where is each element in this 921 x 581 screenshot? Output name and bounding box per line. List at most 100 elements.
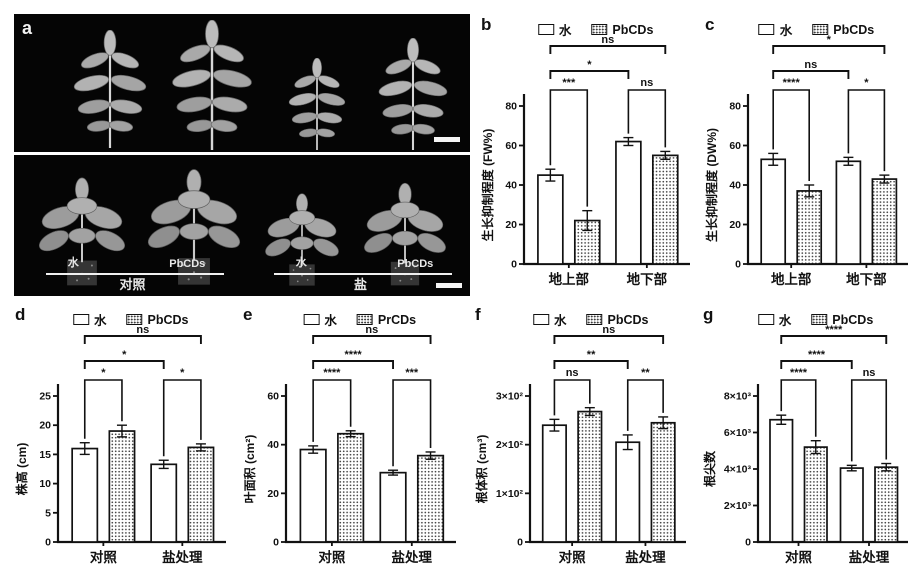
pair-significance-bracket xyxy=(549,89,589,207)
bar-水-盐处理 xyxy=(615,441,641,543)
category-label: 地上部 xyxy=(771,271,812,287)
y-tick-label: 1×10² xyxy=(496,488,524,500)
y-tick-label: 2×10³ xyxy=(724,500,752,512)
legend: 水 PbCDs xyxy=(758,20,875,39)
category-label: 对照 xyxy=(559,549,587,565)
legend-swatch-water xyxy=(72,314,89,325)
legend-label-water: 水 xyxy=(324,314,337,328)
pair-significance-bracket xyxy=(627,89,667,148)
cross-significance-label: * xyxy=(827,34,832,46)
group-label-control: 对照 xyxy=(119,277,146,292)
bar-chart: 0 2×10³ 4×10³ 6×10³ 8×10³ 根尖数 对照 盐处理 **** ns **** *… xyxy=(700,300,918,576)
legend-swatch-treatment xyxy=(591,24,608,35)
bar-PbCDs-对照 xyxy=(108,430,136,543)
panel-f: f 水 PbCDs 0 1×10² 2×10² 3×10² 根体积 (cm³) 对照 盐处理… xyxy=(472,300,696,576)
panel-letter-d: d xyxy=(15,305,26,324)
panel-g: g 水 PbCDs 0 2×10³ 4×10³ 6×10³ 8×10³ 根尖数 对照 盐处理 *… xyxy=(700,300,918,576)
pair-significance-bracket xyxy=(850,379,888,462)
group-underline xyxy=(45,273,224,275)
pair-significance-bracket xyxy=(553,379,591,416)
cross-significance-label: ns xyxy=(602,324,615,336)
legend-label-treatment: PbCDs xyxy=(832,312,874,327)
group-underline xyxy=(273,273,452,275)
category-label: 盐处理 xyxy=(625,549,666,565)
y-tick-label: 0 xyxy=(745,537,751,549)
bar-PrCDs-盐处理 xyxy=(416,454,445,543)
bar-水-对照 xyxy=(769,418,794,543)
plant-shoot-photo xyxy=(66,30,154,148)
cross-significance-bracket xyxy=(780,360,853,369)
y-tick-label: 40 xyxy=(729,180,741,192)
panel-c: c 水 PbCDs 0 20 40 60 80 生长抑制程度 (DW%) 地上部 地下部 ***… xyxy=(702,10,918,298)
y-tick-label: 8×10³ xyxy=(724,391,752,403)
legend-label-treatment: PbCDs xyxy=(607,312,649,327)
y-tick-label: 20 xyxy=(505,219,517,231)
cross-significance-bracket xyxy=(312,335,432,344)
bar-chart: 0 20 40 60 80 生长抑制程度 (DW%) 地上部 地下部 **** * * ns xyxy=(702,10,918,298)
panel-letter-e: e xyxy=(243,305,253,324)
panel-letter-f: f xyxy=(475,305,481,324)
bar-水-盐处理 xyxy=(839,467,864,543)
y-axis-label: 根尖数 xyxy=(702,450,717,487)
legend: 水 PbCDs xyxy=(532,310,649,329)
pair-significance-bracket xyxy=(772,89,810,181)
condition-label-pbcds-1: PbCDs xyxy=(169,258,206,270)
y-axis-label: 叶面积 (cm²) xyxy=(242,435,257,504)
cross-significance-bracket xyxy=(549,70,630,79)
legend-swatch-treatment xyxy=(356,314,373,325)
legend-label-treatment: PbCDs xyxy=(833,22,875,37)
category-label: 地下部 xyxy=(846,271,887,287)
bar-PbCDs-盐处理 xyxy=(187,446,215,543)
cross-significance-label: * xyxy=(587,59,592,71)
pair-significance-label: ns xyxy=(566,367,579,379)
cross-significance-bracket xyxy=(549,45,667,54)
cross-significance-bracket xyxy=(780,335,888,344)
category-label: 地下部 xyxy=(627,271,668,287)
bar-chart: 0 20 40 60 80 生长抑制程度 (FW%) 地上部 地下部 *** ns ns * xyxy=(478,10,700,298)
legend-label-water: 水 xyxy=(558,24,572,38)
chart-svg: 0 1×10² 2×10² 3×10² 根体积 (cm³) 对照 盐处理 ns ** ns ** xyxy=(474,324,686,565)
cross-significance-bracket xyxy=(312,360,394,369)
bar-PbCDs-盐处理 xyxy=(650,421,676,543)
y-tick-label: 20 xyxy=(267,488,279,500)
panel-d: d 水 PbCDs 0 5 10 15 20 25 株高 (cm) 对照 盐处理 * * ns * xyxy=(12,300,236,576)
pair-significance-label: ns xyxy=(863,367,876,379)
y-tick-label: 20 xyxy=(729,219,741,231)
legend-label-water: 水 xyxy=(93,314,107,328)
pair-significance-label: **** xyxy=(790,367,808,379)
y-tick-label: 80 xyxy=(729,101,741,113)
category-label: 对照 xyxy=(318,549,345,565)
legend-swatch-water xyxy=(303,314,320,325)
cross-significance-bracket xyxy=(553,360,629,369)
y-tick-label: 6×10³ xyxy=(724,427,752,439)
bar-PbCDs-地下部 xyxy=(871,178,898,265)
legend: 水 PbCDs xyxy=(757,310,874,329)
condition-label-pbcds-2: PbCDs xyxy=(397,258,434,270)
photo-top-row: a xyxy=(14,14,470,152)
bar-水-地上部 xyxy=(760,158,787,265)
legend-swatch-water xyxy=(757,314,774,325)
y-tick-label: 80 xyxy=(505,101,517,113)
bar-水-对照 xyxy=(299,448,327,543)
category-label: 地上部 xyxy=(549,271,590,287)
y-tick-label: 60 xyxy=(729,140,741,152)
pair-significance-bracket xyxy=(847,89,886,172)
y-axis-label: 株高 (cm) xyxy=(14,443,29,496)
plant-shoot-photo xyxy=(164,20,260,150)
cross-significance-label: ** xyxy=(587,349,596,361)
cross-significance-label: ns xyxy=(136,324,149,336)
pair-significance-label: * xyxy=(101,367,106,379)
condition-label-water-1: 水 xyxy=(67,257,79,269)
category-label: 盐处理 xyxy=(162,549,203,565)
pair-significance-bracket xyxy=(780,379,817,437)
y-tick-label: 60 xyxy=(267,391,279,403)
legend: 水 PbCDs xyxy=(537,20,653,39)
y-axis-label: 生长抑制程度 (FW%) xyxy=(480,129,495,242)
legend-swatch-treatment xyxy=(586,314,603,325)
category-label: 盐处理 xyxy=(849,549,890,565)
pair-significance-bracket xyxy=(392,379,432,467)
y-tick-label: 3×10² xyxy=(496,391,524,403)
